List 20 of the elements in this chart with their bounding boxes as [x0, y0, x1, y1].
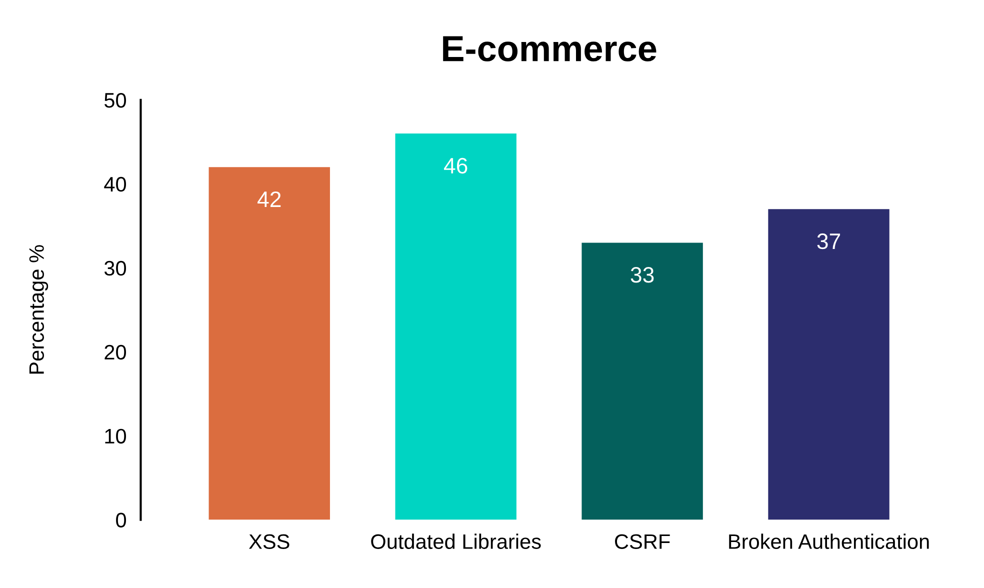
data-label: 42	[258, 191, 281, 207]
y-tick-label: 10	[105, 428, 126, 444]
bar	[395, 134, 516, 520]
data-label: 33	[630, 267, 654, 283]
y-tick-label: 30	[104, 260, 126, 276]
x-tick-label: Outdated Libraries	[371, 534, 541, 549]
chart-title: E-commerce	[443, 36, 656, 62]
bar	[208, 167, 330, 520]
x-tick-label: XSS	[248, 534, 290, 549]
x-tick-label: Broken Authentication	[729, 534, 929, 549]
y-tick-label: 0	[116, 512, 126, 528]
bar	[582, 242, 703, 520]
data-label: 37	[817, 233, 840, 250]
bar	[768, 209, 890, 520]
data-label: 46	[444, 158, 468, 174]
y-tick-label: 40	[104, 176, 126, 192]
x-tick-label: CSRF	[615, 534, 670, 549]
y-axis-title: Percentage %	[29, 245, 48, 374]
y-tick-label: 50	[104, 92, 126, 108]
y-tick-label: 20	[104, 344, 126, 360]
